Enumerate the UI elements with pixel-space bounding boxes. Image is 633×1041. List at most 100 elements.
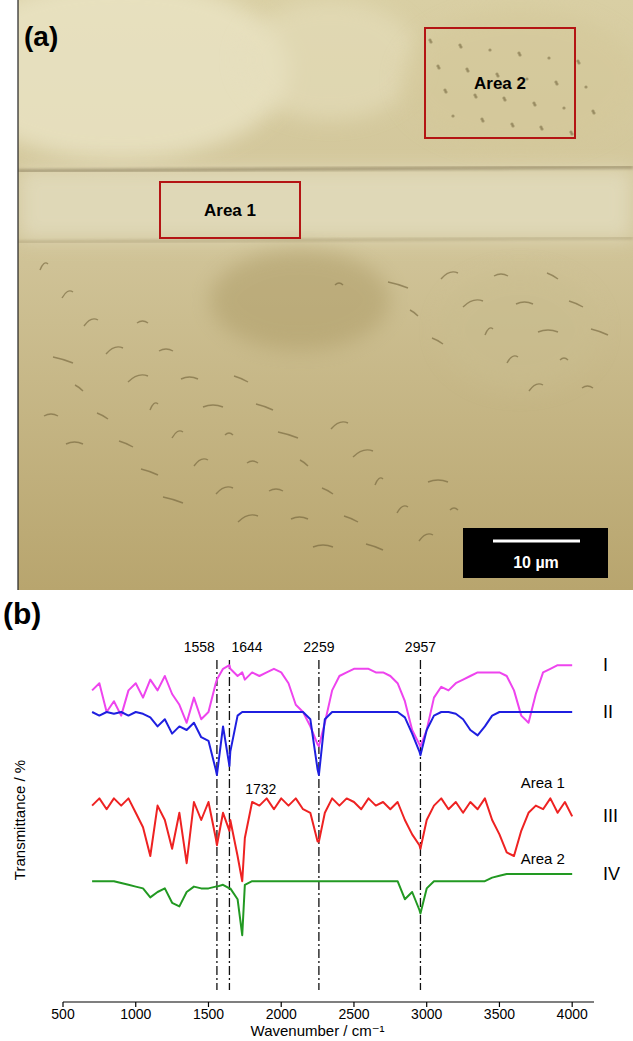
- dark-zone: [210, 250, 390, 350]
- texture-dot: [570, 132, 573, 135]
- x-axis: [63, 1001, 594, 1002]
- texture-fiber: [150, 403, 158, 410]
- texture-fiber: [419, 534, 433, 541]
- series-name: IV: [603, 864, 620, 884]
- texture-dot: [488, 48, 491, 51]
- scale-bar-label: 10 µm: [513, 554, 559, 571]
- texture-dot: [511, 124, 514, 127]
- y-axis-title: Transmittance / %: [11, 760, 28, 880]
- bright-zone: [240, 0, 420, 120]
- texture-fiber: [375, 478, 383, 485]
- texture-fiber: [269, 489, 283, 491]
- x-tick-label: 3500: [484, 1006, 515, 1022]
- texture-dot: [584, 85, 587, 88]
- texture-dot: [466, 69, 469, 72]
- texture-fiber: [353, 450, 373, 457]
- texture-fiber: [344, 516, 358, 522]
- region-box: [425, 28, 575, 138]
- texture-fiber: [322, 488, 333, 494]
- texture-fiber: [410, 310, 418, 316]
- texture-fiber: [128, 375, 148, 382]
- x-tick-label: 1500: [193, 1006, 224, 1022]
- label-patch: [520, 850, 566, 867]
- texture-fiber: [84, 319, 98, 326]
- texture-fiber: [494, 274, 508, 276]
- texture-fiber: [137, 321, 148, 323]
- series-name: III: [603, 806, 618, 826]
- x-tick-label: 2500: [338, 1006, 369, 1022]
- x-tick-label: 2000: [266, 1006, 297, 1022]
- texture-dot: [429, 40, 432, 43]
- texture-dot: [540, 127, 543, 130]
- texture-fiber: [62, 291, 73, 298]
- texture-fiber: [141, 469, 158, 475]
- scratch-band: [18, 168, 633, 240]
- texture-dot: [474, 95, 477, 98]
- spectrum-line: [92, 798, 572, 881]
- texture-fiber: [313, 545, 333, 547]
- zone: [400, 10, 633, 150]
- texture-dot: [577, 61, 580, 64]
- region-label: Area 2: [474, 74, 526, 93]
- scale-bar: [493, 540, 580, 543]
- texture-fiber: [591, 329, 608, 335]
- texture-fiber: [335, 283, 343, 285]
- peak-label: 2259: [303, 639, 334, 655]
- texture-dot: [555, 82, 558, 85]
- texture-fiber: [278, 432, 298, 438]
- figure: (a)Area 1Area 210 µm(b)50010001500200025…: [0, 0, 633, 1041]
- texture-fiber: [432, 338, 443, 344]
- area-label: Area 1: [521, 774, 565, 791]
- texture-fiber: [75, 385, 83, 391]
- region-box: [160, 182, 300, 238]
- texture-fiber: [547, 273, 558, 279]
- x-axis-title: Wavenumber / cm⁻¹: [251, 1022, 385, 1039]
- texture-fiber: [66, 442, 83, 444]
- texture-fiber: [291, 517, 308, 519]
- texture-dot: [562, 106, 565, 109]
- texture-dot: [437, 66, 440, 69]
- texture-fiber: [538, 330, 558, 332]
- panel-label: (a): [24, 21, 58, 52]
- texture-dot: [533, 103, 536, 106]
- texture-fiber: [194, 459, 208, 466]
- texture-fiber: [53, 357, 73, 363]
- spectrum-line: [92, 712, 572, 775]
- peak-label: 1644: [231, 639, 262, 655]
- texture-fiber: [428, 480, 448, 482]
- texture-fiber: [40, 263, 48, 270]
- texture-fiber: [163, 497, 183, 503]
- spectra: [92, 665, 572, 935]
- texture-dot: [451, 114, 454, 117]
- texture-fiber: [441, 272, 458, 279]
- texture-fiber: [516, 302, 533, 304]
- texture-fiber: [331, 422, 348, 429]
- texture-fiber: [106, 347, 123, 354]
- area-label: Area 2: [521, 850, 565, 867]
- texture-fiber: [119, 441, 133, 447]
- reference-line: [318, 660, 319, 990]
- texture-dot: [547, 56, 550, 59]
- texture-fiber: [97, 413, 108, 419]
- texture-fiber: [485, 328, 493, 335]
- texture-dot: [503, 98, 506, 101]
- zone: [440, 270, 600, 390]
- texture-fiber: [172, 431, 183, 438]
- texture-fiber: [388, 282, 408, 288]
- texture-fiber: [582, 386, 593, 388]
- x-tick-label: 500: [51, 1006, 75, 1022]
- texture-fiber: [256, 404, 273, 410]
- texture-dot: [481, 119, 484, 122]
- peak-label: 1732: [245, 781, 276, 797]
- texture-fiber: [529, 384, 543, 391]
- texture-fiber: [569, 301, 583, 307]
- micrograph: [18, 0, 633, 590]
- spectrum-line: [92, 874, 572, 935]
- texture-dot: [592, 111, 595, 114]
- texture-fiber: [225, 433, 233, 435]
- texture-fiber: [234, 376, 248, 382]
- band-edge: [18, 167, 633, 171]
- texture-dot: [444, 90, 447, 93]
- texture-fiber: [366, 544, 383, 550]
- reference-line: [216, 660, 217, 990]
